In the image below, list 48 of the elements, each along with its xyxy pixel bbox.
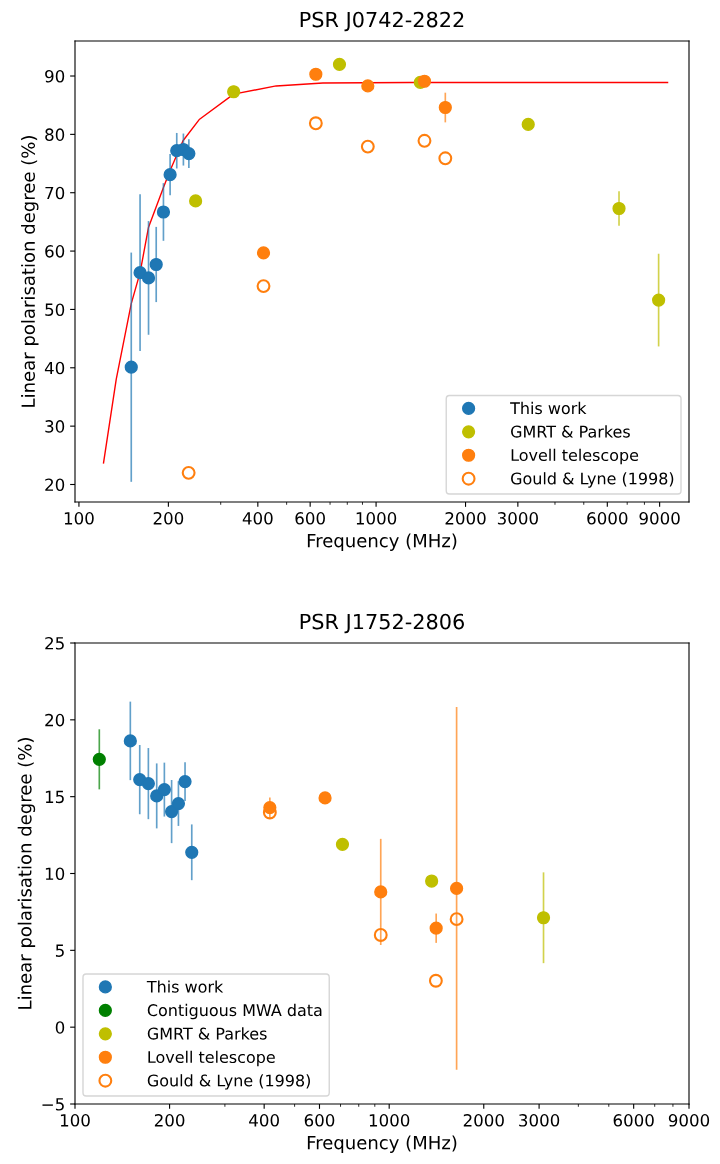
y-tick-label: −5 — [42, 1098, 64, 1111]
x-tick-label: 100 — [64, 512, 94, 525]
x-axis-title: Frequency (MHz) — [307, 533, 457, 551]
y-tick-label: 70 — [45, 186, 65, 200]
legend-label: This work — [146, 980, 224, 993]
y-tick-label: 20 — [45, 713, 65, 727]
x-tick-label: 2000 — [445, 512, 486, 525]
x-tick-label: 2000 — [463, 1114, 504, 1127]
x-tick-label: 3000 — [519, 1114, 560, 1127]
x-tick-label: 6000 — [613, 1114, 654, 1127]
y-axis-title: Linear polarisation degree (%) — [21, 136, 39, 407]
y-tick-label: 80 — [45, 128, 65, 141]
y-tick-label: 50 — [45, 303, 65, 316]
y-tick-label: 60 — [45, 245, 65, 258]
y-tick-label: 20 — [45, 478, 65, 492]
y-tick-label: 30 — [45, 420, 65, 433]
y-tick-label: 25 — [45, 636, 64, 650]
y-tick-label: 40 — [44, 361, 65, 375]
y-tick-label: 0 — [55, 1021, 65, 1034]
legend-label: This work — [510, 401, 587, 415]
legend-label: GMRT & Parkes — [511, 425, 630, 438]
y-tick-label: 90 — [45, 69, 65, 83]
x-tick-label: 1000 — [356, 512, 397, 525]
x-tick-label: 200 — [154, 1114, 185, 1127]
chart-title: PSR J0742-2822 — [300, 11, 464, 32]
x-tick-label: 600 — [304, 1114, 335, 1127]
x-axis-title: Frequency (MHz) — [307, 1135, 457, 1153]
x-tick-label: 1000 — [369, 1114, 410, 1127]
x-tick-label: 9000 — [639, 512, 680, 525]
y-tick-label: 15 — [45, 790, 64, 804]
legend-label: Gould & Lyne (1998) — [511, 472, 674, 488]
x-tick-label: 100 — [60, 1114, 90, 1127]
chart-title: PSR J1752-2806 — [300, 613, 464, 634]
x-tick-label: 200 — [153, 512, 184, 525]
y-tick-label: 10 — [45, 867, 65, 881]
x-tick-label: 600 — [295, 512, 325, 525]
y-axis-title: Linear polarisation degree (%) — [17, 738, 36, 1009]
x-tick-label: 9000 — [668, 1114, 710, 1127]
y-tick-label: 5 — [55, 944, 64, 957]
legend-label: GMRT & Parkes — [147, 1027, 267, 1040]
legend-label: Lovell telescope — [148, 1050, 275, 1067]
x-tick-label: 3000 — [497, 512, 538, 525]
x-tick-label: 400 — [249, 1114, 279, 1127]
x-tick-label: 6000 — [587, 512, 628, 525]
legend-label: Contiguous MWA data — [147, 1003, 322, 1020]
legend-label: Lovell telescope — [511, 448, 639, 465]
legend-label: Gould & Lyne (1998) — [147, 1074, 310, 1090]
x-tick-label: 400 — [242, 512, 273, 525]
